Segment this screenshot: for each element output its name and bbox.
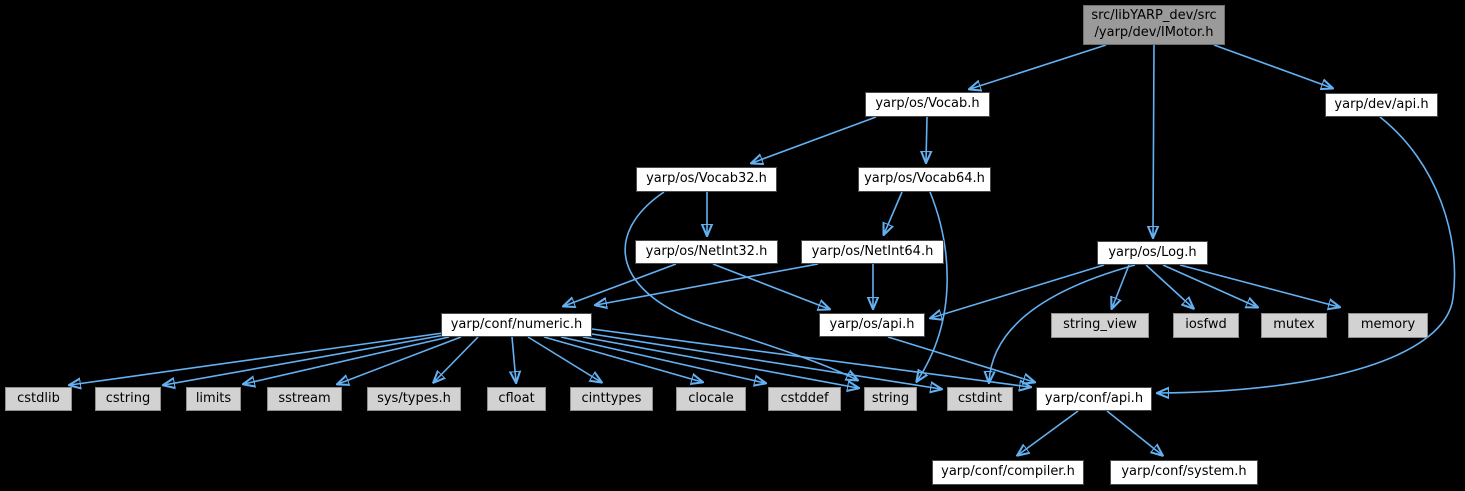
node-yarp-os-vocab32[interactable]: yarp/os/Vocab32.h [636,167,777,192]
node-cstring: cstring [95,387,161,411]
edge-imotor-vocab [970,44,1107,89]
edge-numeric-cinttypes [527,336,601,382]
edge-vocab64-string [917,191,948,381]
edge-numeric-cstring [164,334,446,385]
edge-imotor-log [1153,44,1154,237]
node-sstream: sstream [267,387,342,411]
node-yarp-os-vocab[interactable]: yarp/os/Vocab.h [865,92,990,117]
edge-log-memory [1179,264,1339,307]
edge-log-mutex [1162,264,1257,307]
node-sys-types: sys/types.h [367,387,461,411]
node-clocale: clocale [676,387,746,411]
edge-numeric-cstddef [560,336,765,383]
edge-numeric-systypes [434,336,479,382]
node-string-view: string_view [1051,313,1149,338]
edge-vocab32-string [624,191,857,380]
node-mutex: mutex [1261,313,1327,338]
node-yarp-dev-api[interactable]: yarp/dev/api.h [1325,93,1438,117]
node-memory: memory [1348,313,1428,338]
node-limits: limits [186,387,241,411]
edge-log-stringview [1112,264,1130,308]
node-yarp-conf-compiler[interactable]: yarp/conf/compiler.h [932,460,1084,485]
edge-log-osapi [931,264,1105,318]
edge-numeric-limits [244,336,450,384]
edge-confapi-system [1106,410,1162,455]
node-cstddef: cstddef [768,387,841,411]
node-yarp-os-vocab64[interactable]: yarp/os/Vocab64.h [858,167,991,192]
edge-netint64-numeric [596,263,819,305]
edge-vocab-vocab32 [752,116,877,163]
edge-log-iosfwd [1145,264,1193,308]
node-imotor-header: src/libYARP_dev/src /yarp/dev/IMotor.h [1083,5,1225,45]
node-yarp-conf-api[interactable]: yarp/conf/api.h [1036,387,1152,411]
edge-numeric-cfloat [512,336,516,382]
edge-vocab64-netint64 [884,191,903,234]
node-cstdint: cstdint [947,387,1013,411]
edge-devapi-confapi [1158,116,1456,393]
edge-imotor-devapi [1213,44,1332,88]
node-string: string [864,387,917,411]
edge-confapi-compiler [1018,410,1079,455]
node-yarp-os-api[interactable]: yarp/os/api.h [819,313,925,337]
node-yarp-os-netint64[interactable]: yarp/os/NetInt64.h [801,240,944,264]
node-cstdlib: cstdlib [5,387,72,411]
edge-numeric-cstdint [591,333,941,389]
edge-vocab-vocab64 [926,116,927,162]
edge-numeric-confapi [591,328,1030,387]
edge-netint32-numeric [564,263,677,306]
node-yarp-conf-numeric[interactable]: yarp/conf/numeric.h [441,313,592,337]
edge-numeric-cstdlib [70,332,444,385]
node-iosfwd: iosfwd [1173,313,1239,338]
edge-numeric-string [582,336,858,388]
edge-osapi-confapi [887,336,1034,382]
node-yarp-os-log[interactable]: yarp/os/Log.h [1097,241,1208,265]
node-yarp-conf-system[interactable]: yarp/conf/system.h [1110,460,1258,485]
node-cinttypes: cinttypes [570,387,653,411]
node-cfloat: cfloat [487,387,546,411]
node-yarp-os-netint32[interactable]: yarp/os/NetInt32.h [635,240,778,264]
edge-numeric-clocale [543,336,702,382]
edge-netint32-osapi [712,263,829,309]
edge-numeric-sstream [338,336,462,384]
edge-log-cstdint [989,264,1136,382]
